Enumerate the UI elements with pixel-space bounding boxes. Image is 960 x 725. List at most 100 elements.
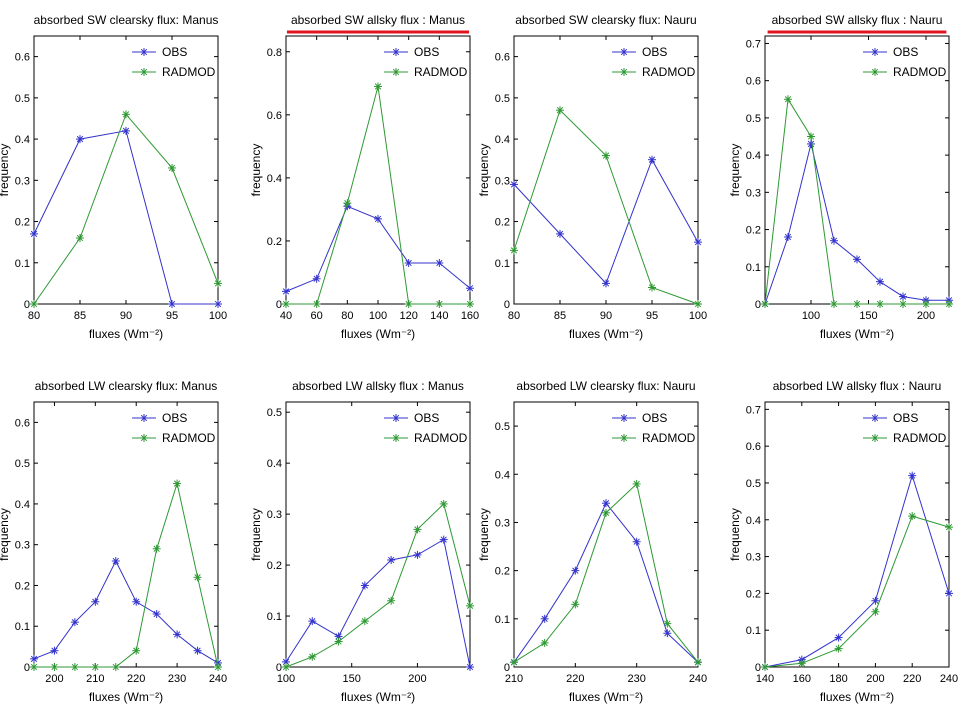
data-point-obs [360,581,369,590]
y-tick-label: 0.6 [15,417,30,429]
legend-marker-obs [871,414,879,422]
legend-label-radmod: RADMOD [162,431,216,445]
series-line-obs [33,130,218,305]
x-tick-label: 80 [28,310,40,322]
y-tick-label: 0.6 [495,52,510,64]
data-point-radmod [602,508,610,517]
data-point-radmod [510,246,518,255]
legend-label-radmod: RADMOD [414,431,468,445]
data-point-obs [853,255,861,264]
data-point-radmod [76,234,84,243]
series-line-radmod [286,86,470,305]
panel-title: absorbed SW allsky flux : Manus [291,13,465,27]
data-point-radmod [602,151,610,160]
data-point-radmod [387,596,396,605]
data-point-radmod [50,663,59,671]
x-tick-label: 180 [829,673,847,685]
data-point-radmod [945,300,953,308]
legend-marker-radmod [392,434,400,442]
series-radmod [282,82,474,308]
legend-marker-radmod [620,68,628,76]
data-point-radmod [91,663,100,671]
data-point-obs [899,292,907,301]
panel-title: absorbed SW clearsky flux: Nauru [515,13,696,27]
data-point-obs [540,614,549,623]
y-tick-label: 0.2 [267,560,282,572]
data-point-radmod [374,82,382,91]
x-tick-label: 220 [566,673,584,685]
chart-panel-1: absorbed SW clearsky flux: Manus 80 85 90 95… [0,13,227,341]
y-axis-label: frequency [728,144,742,197]
x-tick-label: 100 [689,310,707,322]
legend: OBS RADMOD [132,45,216,79]
data-point-radmod [152,544,161,553]
data-point-obs [308,617,317,626]
y-tick-label: 0.5 [746,478,761,490]
x-axis-label: fluxes (Wm⁻²) [89,327,163,341]
legend-label-obs: OBS [162,411,187,425]
y-tick-label: 0.3 [495,517,510,529]
series-obs [510,155,702,288]
series-line-radmod [285,502,471,668]
data-point-obs [466,663,474,671]
data-point-obs [76,135,84,144]
data-point-obs [173,630,182,639]
data-point-obs [30,654,38,663]
data-point-radmod [173,479,182,488]
legend-label-radmod: RADMOD [893,65,947,79]
x-tick-label: 100 [369,310,387,322]
data-point-obs [807,139,815,148]
legend: OBS RADMOD [132,411,216,445]
y-tick-label: 0.2 [495,566,510,578]
x-tick-label: 200 [917,310,935,322]
data-point-obs [556,229,564,238]
legend-label-obs: OBS [162,45,187,59]
legend-marker-obs [140,414,148,422]
y-axis-label: frequency [477,144,491,197]
data-point-radmod [556,106,564,115]
data-point-radmod [168,163,176,172]
data-point-obs [50,646,59,655]
data-point-obs [91,597,100,606]
series-obs [30,557,222,667]
legend-marker-obs [620,414,628,422]
data-point-radmod [908,512,917,521]
legend: OBS RADMOD [384,45,468,79]
legend-label-radmod: RADMOD [642,65,696,79]
data-point-radmod [871,607,880,616]
y-tick-label: 0.3 [495,175,510,187]
x-axis-label: fluxes (Wm⁻²) [89,690,163,704]
y-tick-label: 0 [504,299,510,311]
data-point-radmod [132,646,141,655]
x-tick-label: 95 [166,310,178,322]
x-tick-label: 100 [209,310,227,322]
x-axis-label: fluxes (Wm⁻²) [341,327,415,341]
y-tick-label: 0.4 [267,173,282,185]
y-tick-label: 0 [755,662,761,674]
panel-title: absorbed LW allsky flux : Nauru [773,379,942,393]
legend-label-radmod: RADMOD [642,431,696,445]
data-point-radmod [571,600,580,609]
data-point-radmod [899,300,907,308]
x-tick-label: 240 [940,673,958,685]
x-tick-label: 220 [127,673,145,685]
series-radmod [761,95,953,308]
legend-label-obs: OBS [642,411,667,425]
y-tick-label: 0.7 [746,404,761,416]
data-point-radmod [784,95,792,104]
legend-marker-obs [392,48,400,56]
data-point-obs [466,284,474,293]
data-point-obs [282,287,290,296]
data-point-radmod [632,479,641,488]
data-point-radmod [70,663,79,671]
series-radmod [510,106,702,308]
data-point-radmod [797,659,806,668]
y-tick-label: 0 [504,662,510,674]
data-point-obs [30,229,38,238]
data-point-radmod [214,279,222,288]
y-tick-label: 0.2 [495,217,510,229]
x-tick-label: 85 [554,310,566,322]
data-point-radmod [439,499,448,508]
